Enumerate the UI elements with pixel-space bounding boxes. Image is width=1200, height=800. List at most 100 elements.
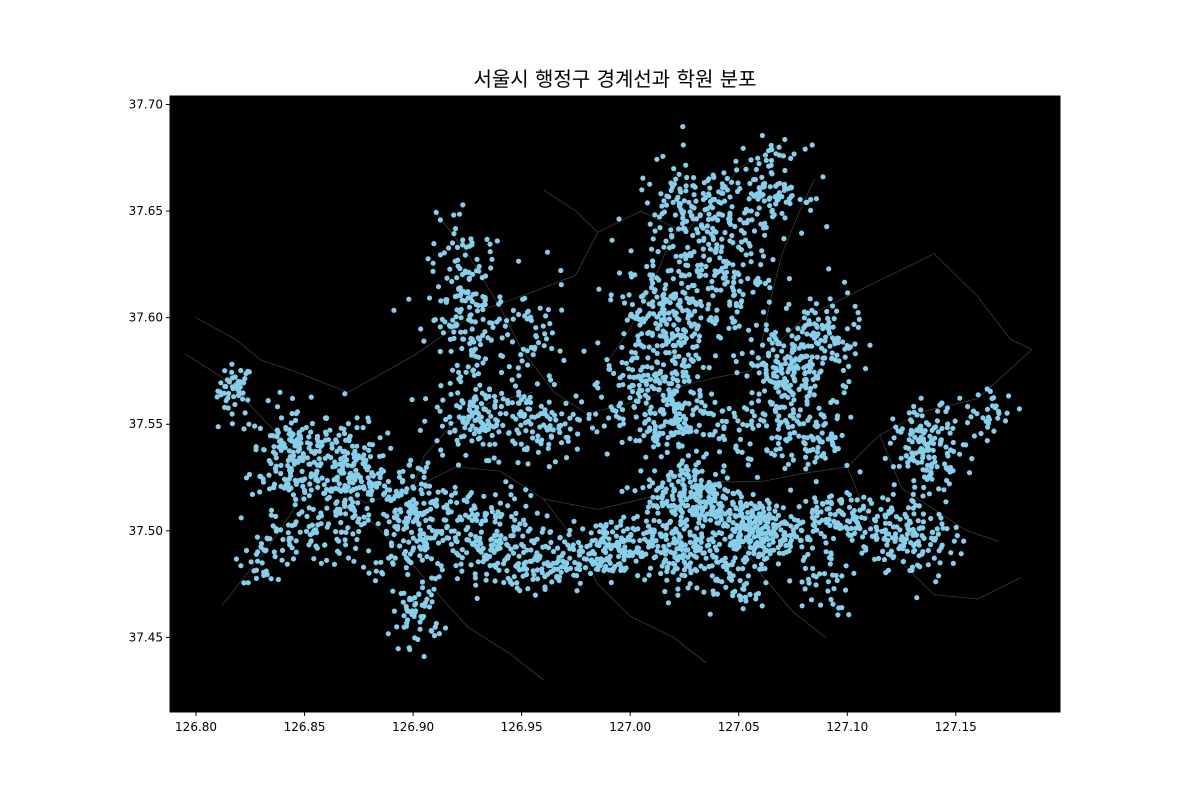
academy-point <box>548 539 554 546</box>
academy-point <box>410 519 416 525</box>
academy-point <box>238 563 244 569</box>
academy-point <box>681 483 687 489</box>
academy-point <box>524 348 530 354</box>
academy-point <box>834 352 840 358</box>
academy-point <box>386 494 392 500</box>
academy-point <box>223 398 229 404</box>
x-tick-label: 126.95 <box>501 720 543 734</box>
academy-point <box>705 410 711 417</box>
academy-point <box>711 174 717 180</box>
academy-point <box>671 166 677 172</box>
academy-point <box>781 187 787 193</box>
academy-point <box>456 369 462 375</box>
academy-point <box>404 608 410 614</box>
academy-point <box>719 418 725 424</box>
academy-point <box>682 542 688 548</box>
academy-point <box>447 380 453 386</box>
academy-point <box>926 422 932 428</box>
academy-point <box>773 409 779 415</box>
academy-point <box>345 555 352 561</box>
academy-point <box>449 240 456 246</box>
academy-point <box>901 540 908 546</box>
academy-point <box>629 349 635 355</box>
academy-point <box>980 415 986 421</box>
academy-point <box>831 338 838 344</box>
academy-point <box>765 519 771 525</box>
academy-point <box>443 416 449 423</box>
academy-point <box>417 553 423 559</box>
academy-point <box>756 161 762 167</box>
academy-point <box>268 512 274 518</box>
academy-point <box>508 533 514 539</box>
academy-point <box>493 398 499 404</box>
academy-point <box>921 484 927 491</box>
academy-point <box>744 406 750 412</box>
academy-point <box>786 548 792 554</box>
academy-point <box>900 558 907 565</box>
academy-point <box>904 522 910 528</box>
academy-point <box>912 484 918 490</box>
academy-point <box>672 354 678 360</box>
academy-point <box>441 517 447 523</box>
academy-point <box>685 284 691 290</box>
academy-point <box>515 365 521 371</box>
academy-point <box>801 377 808 383</box>
academy-point <box>709 205 716 211</box>
academy-point <box>733 158 739 164</box>
academy-point <box>459 345 465 352</box>
academy-point <box>657 322 663 328</box>
academy-point <box>462 252 468 258</box>
academy-point <box>241 580 247 586</box>
academy-point <box>457 265 463 272</box>
academy-point <box>814 449 821 455</box>
academy-point <box>685 352 692 358</box>
academy-point <box>804 199 810 205</box>
academy-point <box>788 523 794 529</box>
academy-point <box>732 325 738 331</box>
academy-point <box>351 558 357 564</box>
academy-point <box>638 367 644 373</box>
academy-point <box>762 280 769 287</box>
academy-point <box>443 299 449 305</box>
academy-point <box>786 276 793 282</box>
academy-point <box>689 282 696 288</box>
academy-point <box>659 306 666 312</box>
academy-point <box>386 555 392 561</box>
academy-point <box>511 527 517 534</box>
academy-point <box>467 340 473 347</box>
academy-point <box>306 493 312 499</box>
academy-point <box>459 398 465 404</box>
academy-point <box>685 563 691 569</box>
academy-point <box>775 383 781 389</box>
academy-point <box>530 352 536 358</box>
academy-point <box>645 523 652 529</box>
academy-point <box>262 548 268 554</box>
academy-point <box>811 335 818 341</box>
academy-point <box>733 514 739 520</box>
academy-point <box>647 181 653 187</box>
academy-point <box>454 500 460 506</box>
academy-point <box>693 198 699 204</box>
academy-point <box>586 551 592 557</box>
academy-point <box>515 460 521 466</box>
academy-point <box>397 506 403 513</box>
academy-point <box>655 441 661 448</box>
academy-point <box>709 573 715 579</box>
academy-point <box>808 196 814 203</box>
academy-point <box>462 419 468 426</box>
academy-point <box>665 435 671 441</box>
academy-point <box>862 366 869 372</box>
academy-point <box>779 194 785 200</box>
academy-point <box>458 306 464 312</box>
academy-point <box>734 542 741 548</box>
academy-point <box>804 310 811 316</box>
academy-point <box>306 434 312 440</box>
academy-point <box>651 555 657 561</box>
academy-point <box>428 628 434 634</box>
academy-point <box>438 298 444 304</box>
academy-point <box>731 279 737 286</box>
academy-point <box>672 508 678 514</box>
academy-point <box>823 334 829 340</box>
academy-point <box>899 426 906 432</box>
academy-point <box>616 216 622 222</box>
